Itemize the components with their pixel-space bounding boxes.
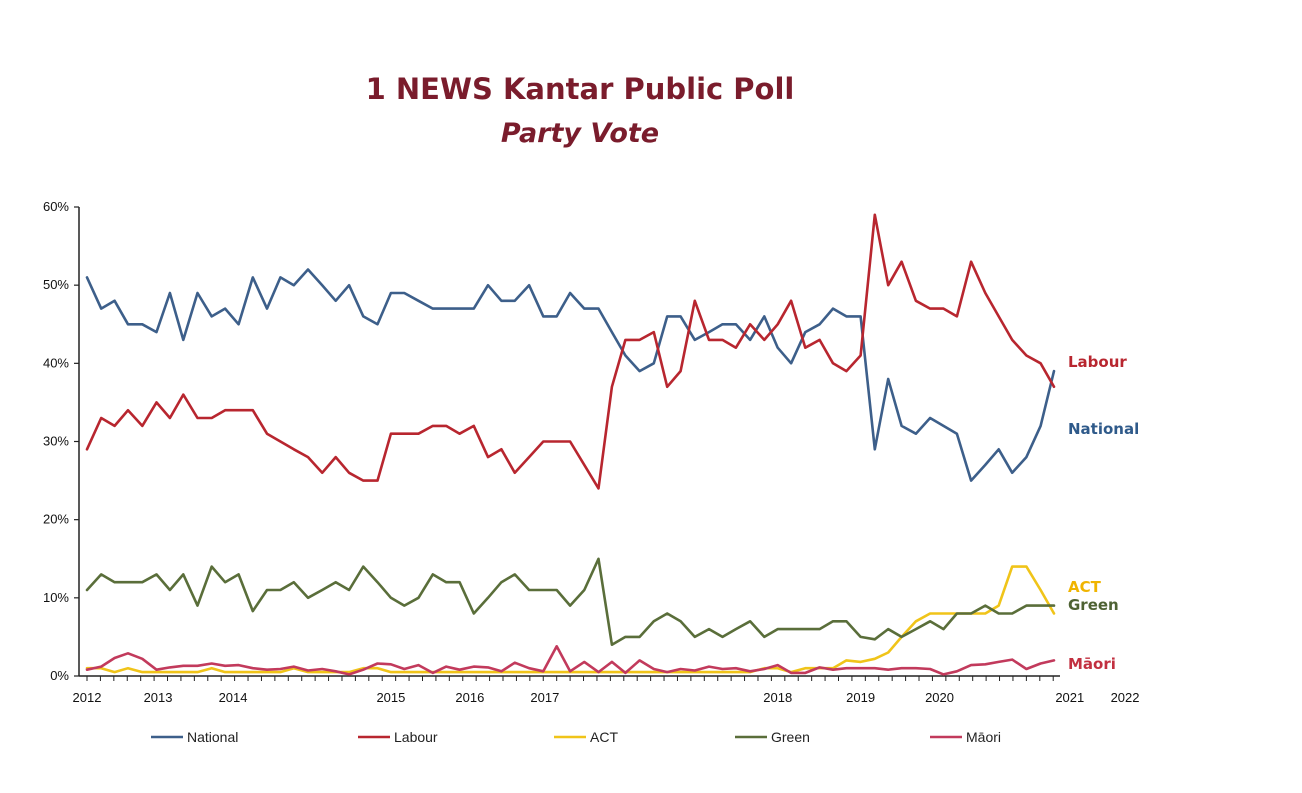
legend-label: ACT	[590, 729, 618, 745]
end-label-national: National	[1068, 420, 1139, 438]
y-tick-label: 10%	[43, 590, 69, 605]
x-tick-label: 2018	[763, 690, 792, 705]
x-tick-label: 2017	[530, 690, 559, 705]
x-tick-label: 2022	[1111, 690, 1140, 705]
end-label-labour: Labour	[1068, 353, 1127, 371]
chart-title: 1 NEWS Kantar Public Poll	[365, 72, 795, 106]
x-tick-label: 2019	[846, 690, 875, 705]
legend-label: Labour	[394, 729, 438, 745]
x-tick-label: 2013	[144, 690, 173, 705]
end-label-mori: Māori	[1068, 655, 1116, 673]
x-tick-label: 2012	[73, 690, 102, 705]
x-tick-label: 2014	[219, 690, 248, 705]
series-line-mori	[85, 645, 1056, 676]
chart-subtitle: Party Vote	[500, 118, 660, 149]
legend-label: National	[187, 729, 238, 745]
x-tick-label: 2016	[455, 690, 484, 705]
y-tick-label: 50%	[43, 277, 69, 292]
series-line-green	[85, 557, 1056, 646]
legend-label: Green	[771, 729, 810, 745]
legend-label: Māori	[966, 729, 1001, 745]
series-line-labour	[85, 213, 1056, 490]
y-tick-label: 60%	[43, 199, 69, 214]
series-line-act	[85, 565, 1056, 674]
y-tick-label: 30%	[43, 434, 69, 449]
x-tick-label: 2020	[925, 690, 954, 705]
series-line-national	[85, 268, 1056, 482]
x-tick-label: 2021	[1055, 690, 1084, 705]
x-tick-label: 2015	[376, 690, 405, 705]
y-tick-label: 0%	[50, 668, 69, 683]
y-tick-label: 20%	[43, 512, 69, 527]
y-tick-label: 40%	[43, 355, 69, 370]
end-label-green: Green	[1068, 596, 1119, 614]
end-label-act: ACT	[1068, 578, 1102, 596]
